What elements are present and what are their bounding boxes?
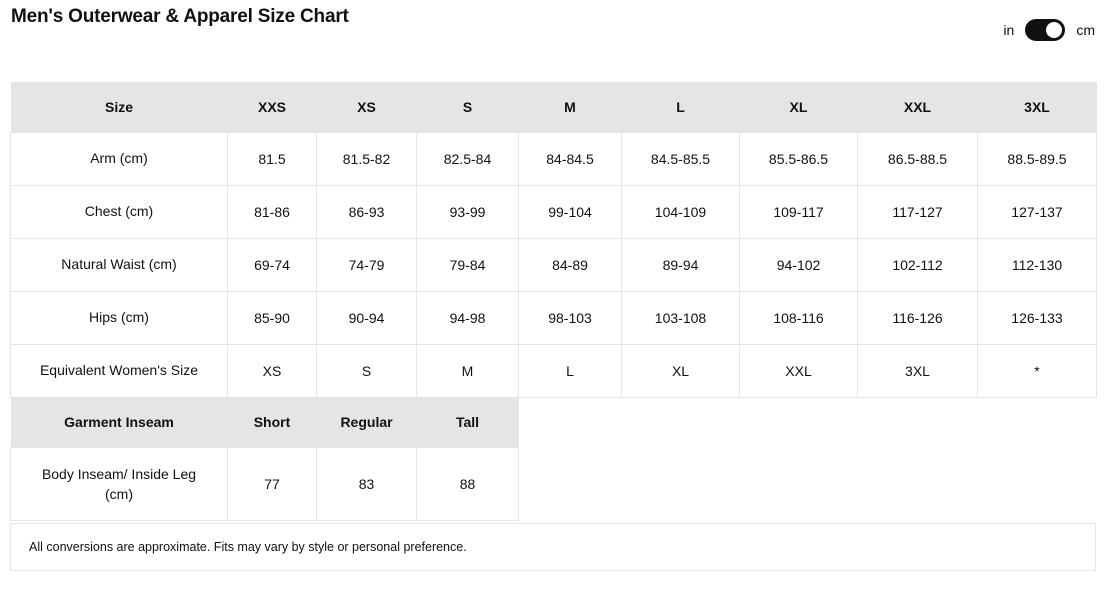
value-cell: XXL bbox=[739, 343, 858, 398]
value-cell: * bbox=[977, 343, 1097, 398]
value-cell: 103-108 bbox=[621, 290, 740, 345]
column-header-short: Short bbox=[227, 397, 317, 448]
value-cell: 94-102 bbox=[739, 237, 858, 292]
value-cell: 85.5-86.5 bbox=[739, 131, 858, 186]
column-header-l: L bbox=[621, 82, 740, 132]
value-cell: 82.5-84 bbox=[416, 131, 519, 186]
table-row-equivalent-women-s-size: Equivalent Women's Size XS S M L XL XXL 3XL * bbox=[10, 343, 1097, 398]
row-label: Chest (cm) bbox=[10, 184, 228, 239]
value-cell: 86-93 bbox=[316, 184, 417, 239]
value-cell: S bbox=[316, 343, 417, 398]
unit-cm-label[interactable]: cm bbox=[1076, 22, 1095, 38]
row-label: Hips (cm) bbox=[10, 290, 228, 345]
value-cell: 3XL bbox=[857, 343, 978, 398]
value-cell: 90-94 bbox=[316, 290, 417, 345]
table-row-arm-cm: Arm (cm) 81.5 81.5-82 82.5-84 84-84.5 84.5-85… bbox=[10, 131, 1097, 186]
value-cell: 85-90 bbox=[227, 290, 317, 345]
value-cell: 79-84 bbox=[416, 237, 519, 292]
column-header-tall: Tall bbox=[416, 397, 519, 448]
column-header-s: S bbox=[416, 82, 519, 132]
table-row-chest-cm: Chest (cm) 81-86 86-93 93-99 99-104 104-109 10… bbox=[10, 184, 1097, 239]
value-cell: 117-127 bbox=[857, 184, 978, 239]
unit-toggle-switch[interactable] bbox=[1025, 19, 1066, 41]
value-cell: 112-130 bbox=[977, 237, 1097, 292]
page-title: Men's Outerwear & Apparel Size Chart bbox=[11, 6, 349, 27]
value-cell: 77 bbox=[227, 447, 317, 521]
column-header-regular: Regular bbox=[316, 397, 417, 448]
row-label: Equivalent Women's Size bbox=[10, 343, 228, 398]
toggle-knob-icon bbox=[1046, 22, 1063, 38]
value-cell: 116-126 bbox=[857, 290, 978, 345]
inseam-header-row: Garment Inseam Short Regular Tall bbox=[10, 397, 519, 448]
value-cell: 108-116 bbox=[739, 290, 858, 345]
value-cell: M bbox=[416, 343, 519, 398]
value-cell: L bbox=[518, 343, 622, 398]
value-cell: 86.5-88.5 bbox=[857, 131, 978, 186]
column-header-3xl: 3XL bbox=[977, 82, 1097, 132]
value-cell: 74-79 bbox=[316, 237, 417, 292]
size-chart-table: Size XXS XS S M L XL XXL 3XL Arm (cm) 81.5 81.5-82… bbox=[10, 82, 1097, 398]
column-header-m: M bbox=[518, 82, 622, 132]
value-cell: 89-94 bbox=[621, 237, 740, 292]
page-header: Men's Outerwear & Apparel Size Chart in … bbox=[0, 0, 1106, 52]
footnote: All conversions are approximate. Fits ma… bbox=[10, 523, 1096, 571]
value-cell: 104-109 bbox=[621, 184, 740, 239]
table-row-hips-cm: Hips (cm) 85-90 90-94 94-98 98-103 103-108 108… bbox=[10, 290, 1097, 345]
value-cell: 84-84.5 bbox=[518, 131, 622, 186]
column-header-garment-inseam: Garment Inseam bbox=[10, 397, 228, 448]
value-cell: 83 bbox=[316, 447, 417, 521]
value-cell: 69-74 bbox=[227, 237, 317, 292]
inseam-table: Garment Inseam Short Regular Tall Body Inse… bbox=[10, 397, 519, 521]
row-label: Body Inseam/ Inside Leg (cm) bbox=[10, 447, 228, 521]
value-cell: 84.5-85.5 bbox=[621, 131, 740, 186]
value-cell: XS bbox=[227, 343, 317, 398]
row-label: Arm (cm) bbox=[10, 131, 228, 186]
value-cell: 88 bbox=[416, 447, 519, 521]
value-cell: 127-137 bbox=[977, 184, 1097, 239]
column-header-xs: XS bbox=[316, 82, 417, 132]
value-cell: 93-99 bbox=[416, 184, 519, 239]
column-header-size: Size bbox=[10, 82, 228, 132]
value-cell: 81-86 bbox=[227, 184, 317, 239]
table-row-natural-waist-cm: Natural Waist (cm) 69-74 74-79 79-84 84-89 89… bbox=[10, 237, 1097, 292]
table-row-body-inseam-inside-leg-cm: Body Inseam/ Inside Leg (cm) 77 83 88 bbox=[10, 447, 519, 521]
value-cell: 84-89 bbox=[518, 237, 622, 292]
column-header-xxs: XXS bbox=[227, 82, 317, 132]
column-header-xxl: XXL bbox=[857, 82, 978, 132]
value-cell: 94-98 bbox=[416, 290, 519, 345]
value-cell: 81.5-82 bbox=[316, 131, 417, 186]
unit-in-label[interactable]: in bbox=[1003, 22, 1015, 38]
value-cell: 102-112 bbox=[857, 237, 978, 292]
value-cell: 88.5-89.5 bbox=[977, 131, 1097, 186]
value-cell: 126-133 bbox=[977, 290, 1097, 345]
value-cell: 81.5 bbox=[227, 131, 317, 186]
value-cell: 109-117 bbox=[739, 184, 858, 239]
column-header-xl: XL bbox=[739, 82, 858, 132]
row-label: Natural Waist (cm) bbox=[10, 237, 228, 292]
value-cell: 98-103 bbox=[518, 290, 622, 345]
value-cell: XL bbox=[621, 343, 740, 398]
size-chart-header-row: Size XXS XS S M L XL XXL 3XL bbox=[10, 82, 1097, 132]
value-cell: 99-104 bbox=[518, 184, 622, 239]
unit-toggle-group: in cm bbox=[1003, 19, 1095, 41]
